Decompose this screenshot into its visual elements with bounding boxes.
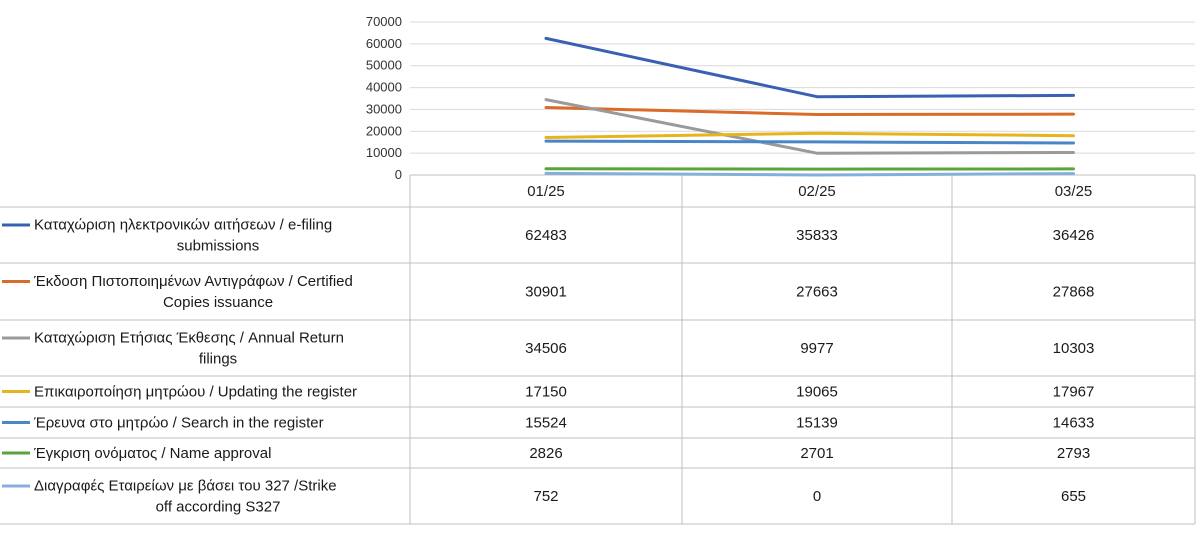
y-tick-label: 70000	[366, 14, 402, 29]
table-cell-value: 27868	[1053, 284, 1095, 301]
series-line	[546, 141, 1074, 143]
table-cell-value: 15524	[525, 415, 567, 432]
y-tick-label: 0	[395, 167, 402, 182]
table-cell-value: 34506	[525, 340, 567, 357]
table-cell-value: 35833	[796, 227, 838, 244]
series-line	[546, 173, 1074, 175]
legend-label: Διαγραφές Εταιρείων με βάσει του 327 /St…	[34, 478, 337, 495]
legend-label: Copies issuance	[163, 294, 273, 311]
table-cell-value: 17967	[1053, 384, 1095, 401]
series-line	[546, 133, 1074, 137]
legend-label: Επικαιροποίηση μητρώου / Updating the re…	[34, 384, 357, 401]
table-cell-value: 30901	[525, 284, 567, 301]
table-cell-value: 2793	[1057, 445, 1090, 462]
series-line	[546, 108, 1074, 115]
table-cell-value: 27663	[796, 284, 838, 301]
y-tick-label: 40000	[366, 80, 402, 95]
legend-label: submissions	[177, 238, 260, 255]
x-category-label: 01/25	[527, 183, 565, 200]
legend-label: Καταχώριση Ετήσιας Έκθεσης / Annual Retu…	[34, 330, 344, 347]
y-tick-label: 10000	[366, 145, 402, 160]
legend-label: filings	[199, 351, 237, 368]
table-cell-value: 15139	[796, 415, 838, 432]
x-category-label: 03/25	[1055, 183, 1093, 200]
y-tick-label: 20000	[366, 123, 402, 138]
x-category-label: 02/25	[798, 183, 836, 200]
y-tick-label: 60000	[366, 36, 402, 51]
table-cell-value: 36426	[1053, 227, 1095, 244]
table-cell-value: 752	[533, 488, 558, 505]
table-cell-value: 0	[813, 488, 821, 505]
table-cell-value: 10303	[1053, 340, 1095, 357]
table-cell-value: 2826	[529, 445, 562, 462]
series-line	[546, 100, 1074, 154]
legend-label: Έγκριση ονόματος / Name approval	[33, 445, 271, 462]
table-cell-value: 2701	[800, 445, 833, 462]
legend-label: Έκδοση Πιστοποιημένων Αντιγράφων / Certi…	[33, 273, 353, 290]
legend-label: Καταχώριση ηλεκτρονικών αιτήσεων / e-fil…	[34, 217, 332, 234]
y-tick-label: 50000	[366, 58, 402, 73]
legend-label: Έρευνα στο μητρώο / Search in the regist…	[33, 415, 324, 432]
table-cell-value: 62483	[525, 227, 567, 244]
table-cell-value: 655	[1061, 488, 1086, 505]
table-cell-value: 9977	[800, 340, 833, 357]
table-cell-value: 19065	[796, 384, 838, 401]
y-tick-label: 30000	[366, 101, 402, 116]
table-cell-value: 14633	[1053, 415, 1095, 432]
legend-label: off according S327	[156, 499, 281, 516]
table-cell-value: 17150	[525, 384, 567, 401]
